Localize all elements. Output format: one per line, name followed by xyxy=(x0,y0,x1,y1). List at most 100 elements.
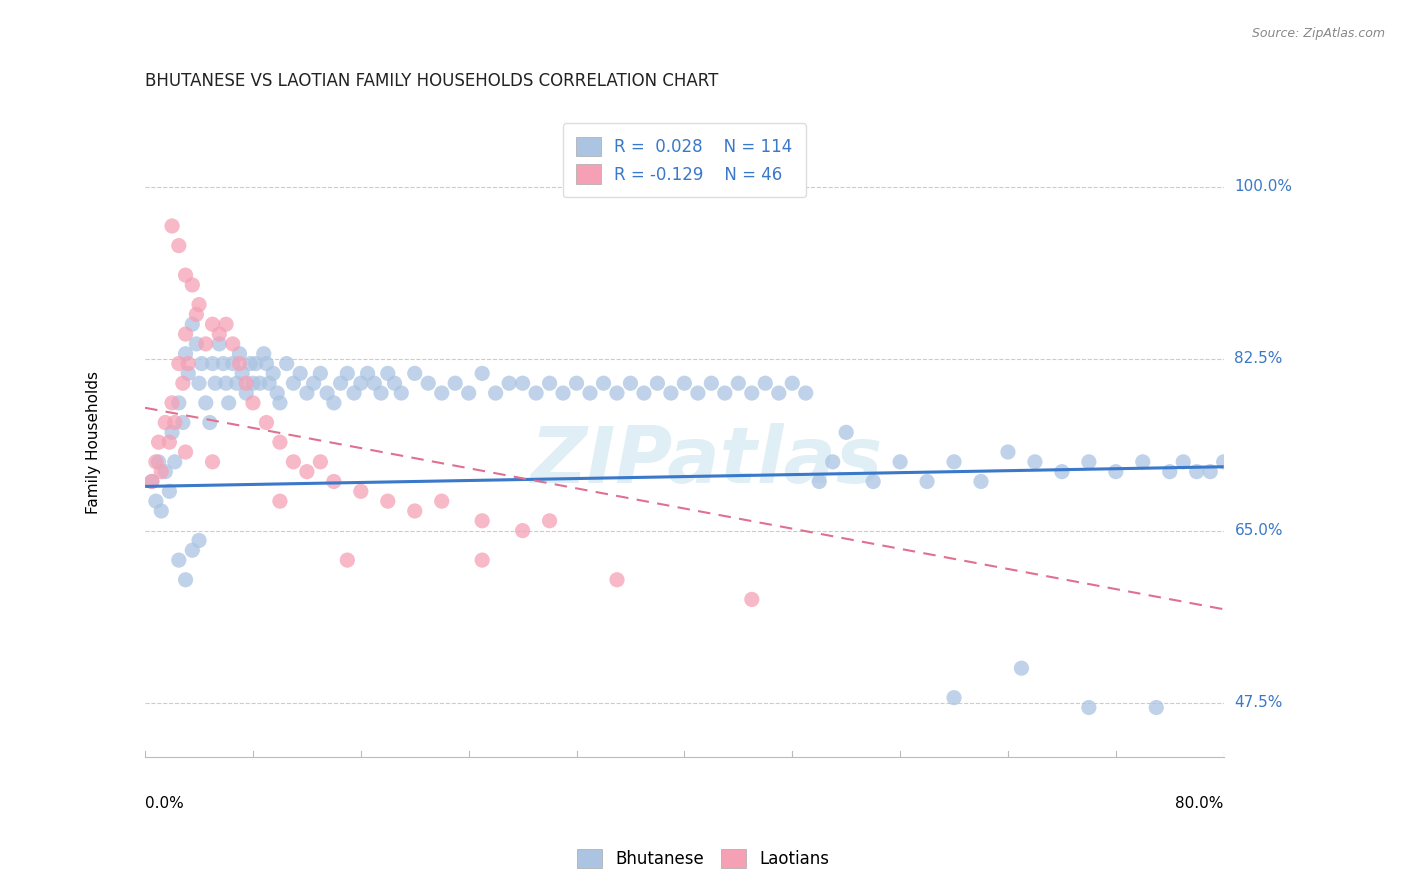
Text: 0.0%: 0.0% xyxy=(145,796,184,811)
Point xyxy=(145,455,167,469)
Point xyxy=(215,318,238,332)
Point xyxy=(512,376,534,391)
Point xyxy=(1199,465,1222,479)
Point xyxy=(256,357,278,371)
Point xyxy=(239,357,262,371)
Point xyxy=(336,553,359,567)
Point xyxy=(741,386,763,401)
Point xyxy=(194,396,217,410)
Point xyxy=(201,455,224,469)
Point xyxy=(188,533,211,548)
Point xyxy=(181,277,204,292)
Point xyxy=(208,327,231,342)
Point xyxy=(167,396,190,410)
Point xyxy=(384,376,406,391)
Point xyxy=(157,435,180,450)
Text: Source: ZipAtlas.com: Source: ZipAtlas.com xyxy=(1251,27,1385,40)
Point xyxy=(329,376,352,391)
Legend: Bhutanese, Laotians: Bhutanese, Laotians xyxy=(571,842,835,875)
Point xyxy=(1185,465,1208,479)
Point xyxy=(377,367,399,381)
Point xyxy=(235,386,257,401)
Point xyxy=(242,396,264,410)
Point xyxy=(160,396,183,410)
Point xyxy=(1132,455,1154,469)
Point xyxy=(1212,455,1234,469)
Point xyxy=(269,396,291,410)
Point xyxy=(343,386,366,401)
Point xyxy=(714,386,737,401)
Point xyxy=(174,347,197,361)
Point xyxy=(524,386,547,401)
Point xyxy=(266,386,288,401)
Point xyxy=(194,337,217,351)
Point xyxy=(167,238,190,252)
Point xyxy=(186,308,208,322)
Point xyxy=(177,357,200,371)
Point xyxy=(198,416,221,430)
Point xyxy=(606,386,628,401)
Point xyxy=(283,455,305,469)
Point xyxy=(498,376,520,391)
Point xyxy=(181,543,204,558)
Point xyxy=(155,465,177,479)
Point xyxy=(418,376,440,391)
Point xyxy=(579,386,602,401)
Point xyxy=(943,690,966,705)
Point xyxy=(174,573,197,587)
Point xyxy=(943,455,966,469)
Point xyxy=(538,376,561,391)
Point xyxy=(370,386,392,401)
Point xyxy=(1077,455,1099,469)
Point xyxy=(157,484,180,499)
Text: 100.0%: 100.0% xyxy=(1234,179,1292,194)
Point xyxy=(163,416,186,430)
Point xyxy=(225,376,247,391)
Point xyxy=(228,357,250,371)
Point xyxy=(1050,465,1073,479)
Point xyxy=(204,376,226,391)
Point xyxy=(150,465,173,479)
Legend: R =  0.028    N = 114, R = -0.129    N = 46: R = 0.028 N = 114, R = -0.129 N = 46 xyxy=(562,123,806,197)
Point xyxy=(295,386,318,401)
Point xyxy=(145,494,167,508)
Point xyxy=(276,357,298,371)
Point xyxy=(430,386,453,401)
Point xyxy=(633,386,655,401)
Point xyxy=(457,386,479,401)
Point xyxy=(565,376,588,391)
Point xyxy=(471,514,494,528)
Point xyxy=(1144,700,1167,714)
Point xyxy=(174,268,197,282)
Point xyxy=(160,425,183,440)
Point xyxy=(174,327,197,342)
Point xyxy=(512,524,534,538)
Point xyxy=(245,357,267,371)
Point xyxy=(141,475,163,489)
Point xyxy=(218,396,240,410)
Point xyxy=(471,367,494,381)
Point xyxy=(295,465,318,479)
Point xyxy=(430,494,453,508)
Point xyxy=(215,376,238,391)
Point xyxy=(350,484,373,499)
Point xyxy=(141,475,163,489)
Point xyxy=(350,376,373,391)
Point xyxy=(155,416,177,430)
Point xyxy=(1105,465,1128,479)
Point xyxy=(727,376,749,391)
Point xyxy=(741,592,763,607)
Point xyxy=(835,425,858,440)
Point xyxy=(538,514,561,528)
Point xyxy=(309,367,332,381)
Point xyxy=(471,553,494,567)
Point xyxy=(172,416,194,430)
Point xyxy=(269,494,291,508)
Text: ZIPatlas: ZIPatlas xyxy=(530,423,882,499)
Point xyxy=(1010,661,1032,675)
Point xyxy=(485,386,508,401)
Point xyxy=(794,386,817,401)
Text: 65.0%: 65.0% xyxy=(1234,523,1282,538)
Point xyxy=(444,376,467,391)
Point xyxy=(915,475,938,489)
